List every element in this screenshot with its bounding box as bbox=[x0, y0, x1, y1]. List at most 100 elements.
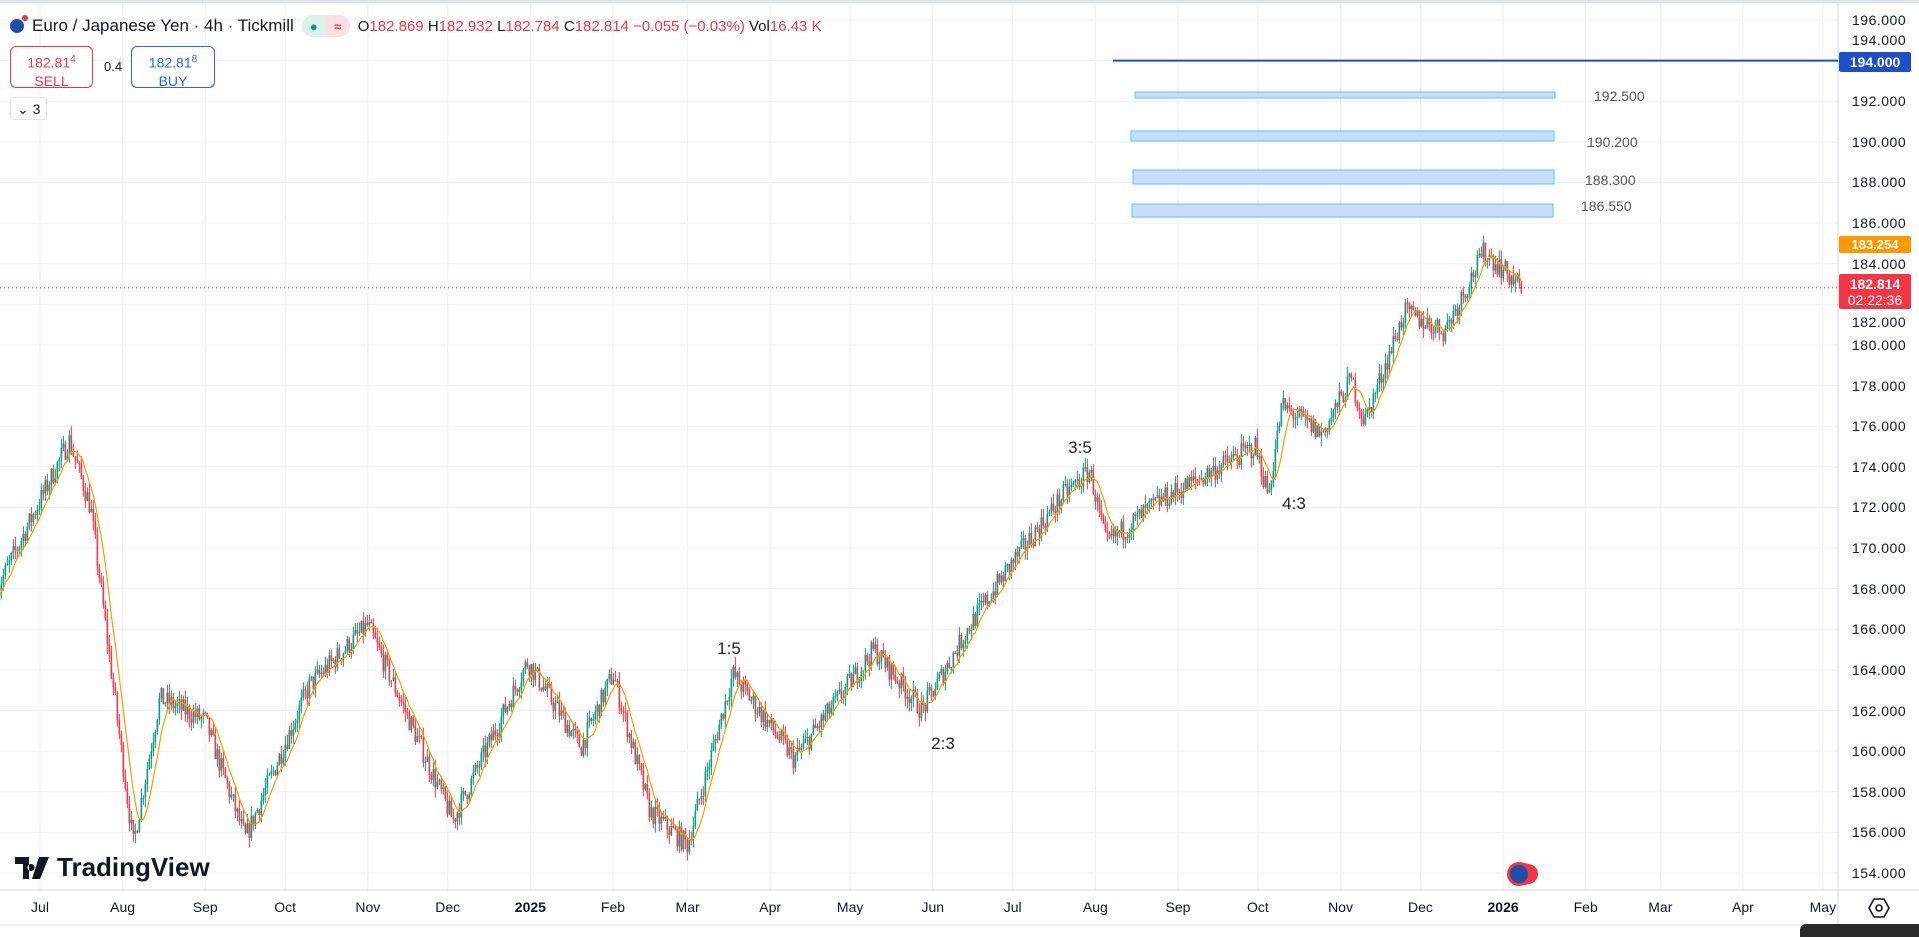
symbol-title[interactable]: Euro / Japanese Yen · 4h · Tickmill bbox=[32, 16, 294, 35]
candle-body bbox=[672, 825, 675, 829]
candle-body bbox=[1072, 482, 1075, 485]
candle-body bbox=[1258, 456, 1261, 458]
candle-body bbox=[1290, 408, 1293, 412]
level-label: 192.500 bbox=[1594, 88, 1645, 104]
candle-body bbox=[344, 650, 347, 654]
candle-body bbox=[256, 809, 259, 813]
candle-body bbox=[78, 462, 81, 464]
candle-body bbox=[448, 800, 451, 815]
candle-body bbox=[1134, 514, 1137, 516]
candle-body bbox=[262, 795, 265, 801]
candle-body bbox=[660, 816, 663, 824]
candle-body bbox=[1480, 253, 1483, 258]
candle-body bbox=[1446, 321, 1449, 329]
candle-body bbox=[324, 664, 327, 675]
candle-body bbox=[1374, 393, 1377, 395]
candle-body bbox=[1028, 532, 1031, 547]
time-tick-label: Aug bbox=[1082, 899, 1108, 915]
candle-body bbox=[1380, 373, 1383, 383]
candle-body bbox=[60, 448, 63, 459]
candle-body bbox=[240, 818, 243, 822]
candle-body bbox=[988, 601, 991, 605]
candle-body bbox=[858, 681, 861, 683]
candle-body bbox=[1052, 503, 1055, 511]
candle-body bbox=[1034, 527, 1037, 547]
chart-settings-icon[interactable] bbox=[1868, 898, 1890, 918]
candle-body bbox=[1048, 511, 1051, 514]
sell-button[interactable]: 182.814 SELL bbox=[10, 46, 93, 89]
candle-body bbox=[442, 787, 445, 790]
candle-body bbox=[1310, 418, 1313, 432]
candle-body bbox=[938, 673, 941, 679]
candle-body bbox=[928, 687, 931, 691]
candle-body bbox=[984, 594, 987, 603]
candle-body bbox=[640, 764, 643, 771]
candle-body bbox=[1104, 523, 1107, 531]
status-pill[interactable]: ● ≈ bbox=[301, 15, 350, 37]
candle-body bbox=[90, 508, 93, 513]
candle-body bbox=[1506, 260, 1509, 274]
candle-body bbox=[638, 754, 641, 765]
candle-body bbox=[1322, 431, 1325, 433]
candle-body bbox=[216, 749, 219, 760]
candle-body bbox=[574, 728, 577, 731]
candle-body bbox=[926, 690, 929, 712]
candle-body bbox=[148, 758, 151, 770]
candle-body bbox=[978, 603, 981, 606]
candle-body bbox=[1224, 455, 1227, 457]
collapse-indicators-button[interactable]: ⌄ 3 bbox=[10, 97, 47, 120]
candle-body bbox=[248, 823, 251, 839]
candle-body bbox=[1306, 415, 1309, 421]
candle-body bbox=[762, 710, 765, 722]
candle-body bbox=[454, 818, 457, 822]
candle-body bbox=[792, 748, 795, 768]
candle-body bbox=[458, 812, 461, 818]
time-tick-label: 2026 bbox=[1487, 899, 1519, 915]
candle-body bbox=[742, 680, 745, 692]
economic-event-icon[interactable] bbox=[1507, 862, 1531, 886]
candle-body bbox=[1202, 477, 1205, 484]
candle-body bbox=[1318, 425, 1321, 436]
candle-body bbox=[606, 679, 609, 688]
candle-body bbox=[428, 756, 431, 775]
candle-body bbox=[26, 526, 29, 541]
candle-body bbox=[780, 730, 783, 741]
candle-body bbox=[186, 706, 189, 715]
candle-body bbox=[898, 682, 901, 689]
candle-body bbox=[120, 734, 123, 745]
buy-button[interactable]: 182.818 BUY bbox=[131, 46, 215, 89]
candle-body bbox=[760, 706, 763, 722]
candle-body bbox=[1102, 514, 1105, 524]
candle-body bbox=[948, 662, 951, 668]
candle-body bbox=[746, 684, 749, 691]
candle-body bbox=[654, 806, 657, 825]
candle-body bbox=[334, 659, 337, 668]
level-zone-box bbox=[1134, 91, 1556, 99]
candle-body bbox=[486, 742, 489, 758]
candle-body bbox=[420, 735, 423, 738]
candle-body bbox=[826, 703, 829, 714]
candle-body bbox=[122, 744, 125, 777]
candle-body bbox=[244, 823, 247, 834]
candle-body bbox=[618, 681, 621, 709]
moving-average-line bbox=[0, 254, 1522, 842]
tradingview-logo[interactable]: TradingView bbox=[15, 852, 210, 883]
candle-body bbox=[1330, 417, 1333, 421]
candle-body bbox=[570, 731, 573, 737]
candle-body bbox=[966, 628, 969, 641]
price-tick-label: 192.000 bbox=[1852, 93, 1907, 110]
candle-body bbox=[276, 765, 279, 776]
candle-body bbox=[932, 690, 935, 697]
candle-body bbox=[908, 696, 911, 704]
candle-body bbox=[214, 734, 217, 760]
candle-body bbox=[1418, 310, 1421, 327]
wave-label: 4:3 bbox=[1282, 494, 1306, 513]
candle-body bbox=[1084, 467, 1087, 469]
candle-body bbox=[160, 688, 163, 699]
candle-body bbox=[1372, 393, 1375, 413]
candle-body bbox=[814, 724, 817, 729]
candle-body bbox=[1124, 537, 1127, 540]
candle-body bbox=[1368, 406, 1371, 409]
candle-body bbox=[1518, 274, 1521, 284]
